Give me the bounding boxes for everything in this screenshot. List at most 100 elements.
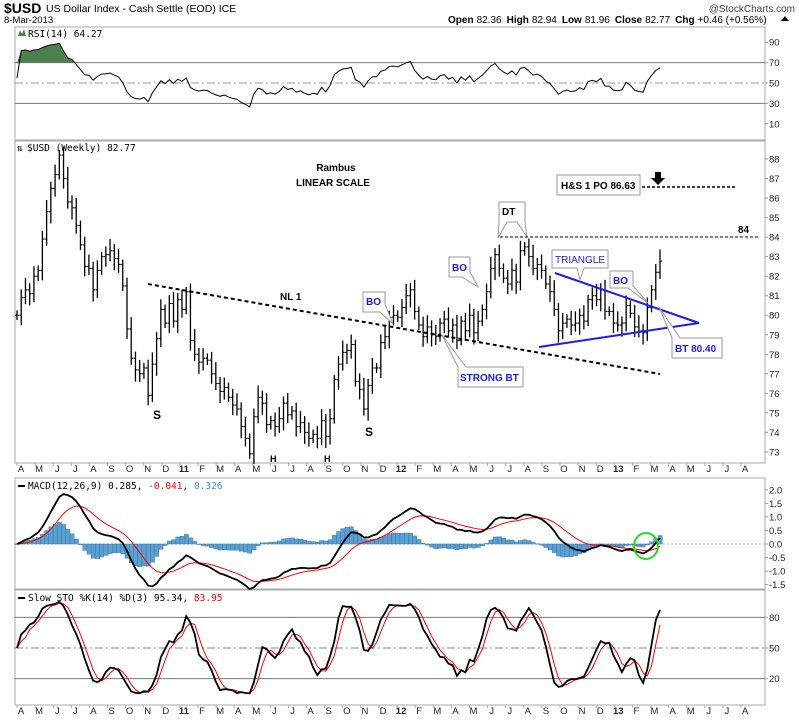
- x-tick-top: 11: [179, 464, 190, 475]
- svg-text:MACD(12,26,9) 0.285, -0.041, 0: MACD(12,26,9) 0.285, -0.041, 0.326: [28, 481, 223, 492]
- price-title: ⇅ $USD (Weekly) 82.77: [17, 143, 136, 154]
- macd-histogram-bar: [285, 538, 291, 545]
- rsi-plot: [15, 42, 765, 108]
- macd-histogram-bar: [509, 540, 515, 545]
- price-bar: [357, 373, 362, 400]
- x-tick-top: A: [235, 464, 242, 475]
- macd-y-tick: 1.0: [769, 512, 782, 523]
- macd-histogram-bar: [264, 542, 270, 545]
- x-tick-bottom: J: [725, 706, 730, 717]
- macd-histogram-bar: [52, 524, 58, 545]
- price-bar: [53, 164, 58, 197]
- price-bar: [641, 324, 646, 345]
- price-bar: [230, 388, 235, 416]
- macd-histogram-bar: [205, 543, 210, 547]
- dt-callout: DT: [497, 201, 528, 239]
- chg-value: +0.46 (+0.56%): [698, 15, 767, 26]
- x-tick-top: M: [35, 464, 43, 475]
- macd-histogram-bar: [539, 543, 544, 546]
- macd-histogram-bar: [332, 535, 337, 545]
- macd-histogram-bar: [475, 543, 481, 548]
- author-label: Rambus: [316, 163, 356, 174]
- macd-histogram-bar: [226, 543, 231, 551]
- neckline: [147, 283, 661, 375]
- price-bar: [467, 303, 472, 338]
- price-bar: [370, 357, 375, 394]
- macd-hist-value: 0.326: [194, 481, 223, 492]
- price-bar: [611, 303, 616, 334]
- macd-value: 0.285: [108, 481, 137, 492]
- x-tick-bottom: D: [597, 706, 604, 717]
- macd-histogram-bar: [463, 543, 468, 550]
- x-tick-bottom: M: [252, 706, 260, 717]
- x-tick-bottom: F: [416, 706, 422, 717]
- x-tick-bottom: J: [507, 706, 512, 717]
- price-bar: [514, 263, 519, 294]
- price-panel: [14, 140, 766, 464]
- price-bar: [319, 408, 324, 445]
- x-tick-top: O: [126, 464, 133, 475]
- macd-histogram-bar: [145, 543, 151, 567]
- macd-title: MACD(12,26,9) 0.285, -0.041, 0.326: [18, 481, 223, 492]
- svg-text:RSI(14) 64.27: RSI(14) 64.27: [28, 29, 102, 40]
- macd-histogram-bar: [154, 543, 160, 557]
- macd-y-tick: -1.5: [769, 580, 785, 591]
- x-tick-bottom: O: [126, 706, 133, 717]
- x-tick-bottom: A: [452, 706, 459, 717]
- price-bar: [213, 362, 218, 391]
- x-tick-bottom: 12: [396, 706, 407, 717]
- price-bar: [590, 287, 595, 310]
- macd-histogram-bar: [522, 539, 528, 545]
- macd-histogram-bar: [302, 540, 308, 545]
- price-bar: [353, 339, 358, 387]
- macd-histogram-bar: [623, 543, 629, 546]
- price-bar: [412, 279, 417, 320]
- price-bar: [48, 181, 53, 224]
- price-bar: [366, 378, 371, 421]
- macd-histogram-bar: [289, 537, 295, 545]
- price-bar: [378, 334, 383, 378]
- price-bar: [450, 318, 455, 343]
- close-label: Close: [615, 15, 643, 26]
- price-y-tick: 78: [769, 350, 780, 361]
- macd-histogram-bar: [69, 533, 75, 545]
- price-bar: [522, 242, 527, 256]
- price-y-tick: 82: [769, 272, 780, 283]
- price-bar: [509, 258, 514, 291]
- x-tick-bottom: M: [433, 706, 441, 717]
- price-bar: [586, 294, 591, 326]
- price-bar: [569, 310, 574, 336]
- price-bar: [124, 277, 129, 339]
- price-bar: [471, 308, 476, 345]
- macd-signal-line: [16, 505, 661, 583]
- close-value: 82.77: [645, 15, 670, 26]
- price-bar: [112, 244, 117, 271]
- macd-histogram-bar: [230, 543, 236, 551]
- price-y-tick: 83: [769, 252, 780, 263]
- price-bar: [273, 412, 278, 437]
- price-y-tick: 76: [769, 389, 780, 400]
- sto-legend-icon: [18, 597, 25, 599]
- x-tick-top: D: [380, 464, 387, 475]
- macd-histogram-bar: [560, 543, 566, 558]
- macd-histogram-bar: [518, 540, 523, 545]
- macd-histogram-bar: [526, 540, 532, 545]
- macd-histogram-bar: [535, 543, 540, 545]
- x-tick-bottom: J: [290, 706, 295, 717]
- rsi-icon: [18, 29, 26, 36]
- macd-histogram-bar: [408, 532, 413, 545]
- macd-histogram-bar: [209, 543, 215, 548]
- macd-histogram-bar: [86, 543, 92, 555]
- x-tick-bottom: A: [742, 706, 749, 717]
- macd-histogram-bar: [222, 543, 227, 551]
- price-bar: [205, 353, 210, 366]
- price-bar: [78, 220, 83, 250]
- price-bar: [476, 311, 481, 342]
- x-tick-top: M: [433, 464, 441, 475]
- sto-y-tick: 50: [769, 644, 780, 655]
- price-bar: [556, 302, 561, 343]
- rsi-y-tick: 30: [769, 99, 780, 110]
- price-bar: [619, 316, 624, 337]
- macd-histogram-bar: [150, 543, 155, 563]
- macd-histogram-bar: [112, 543, 117, 554]
